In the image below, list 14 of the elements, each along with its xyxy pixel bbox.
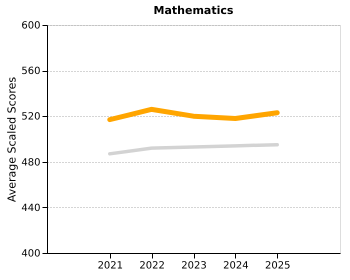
x-tick-label: 2023 bbox=[181, 260, 207, 272]
chart-title: Mathematics bbox=[154, 4, 234, 17]
line-series bbox=[108, 142, 279, 156]
y-tick-label: 600 bbox=[21, 20, 40, 32]
y-tick-label: 560 bbox=[21, 66, 40, 78]
x-tick-label: 2025 bbox=[264, 260, 290, 272]
x-tick-label: 2022 bbox=[139, 260, 165, 272]
y-tick-label: 520 bbox=[21, 112, 40, 123]
y-axis-title: Average Scaled Scores bbox=[5, 76, 18, 202]
x-tick-label: 2021 bbox=[98, 260, 124, 272]
y-tick-label: 440 bbox=[21, 202, 40, 214]
y-tick-label: 400 bbox=[21, 248, 40, 260]
y-tick-label: 480 bbox=[21, 157, 40, 168]
x-tick-label: 2024 bbox=[223, 260, 249, 272]
